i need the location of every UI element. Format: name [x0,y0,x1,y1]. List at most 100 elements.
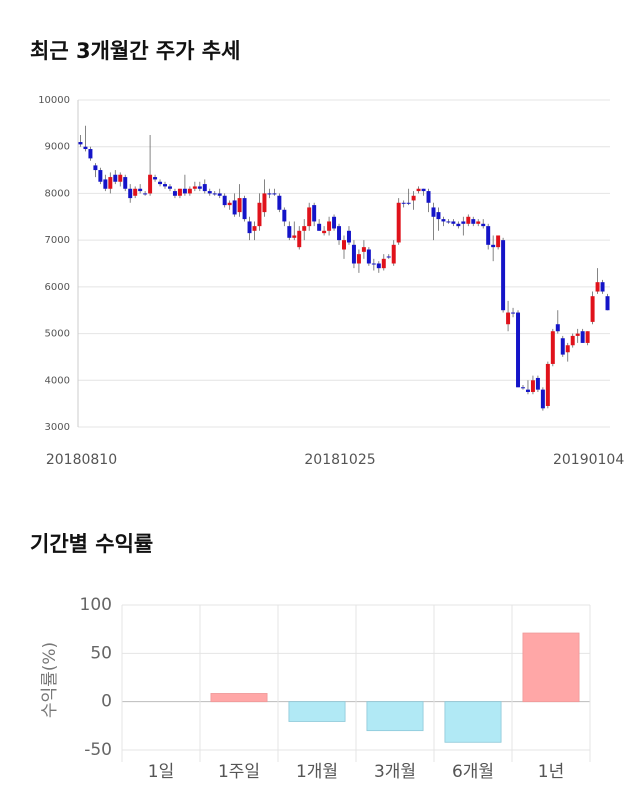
candle-body [516,312,521,388]
candle-body [511,312,516,314]
candle-body [351,244,356,264]
candle-body [346,230,351,243]
y-tick-label: 50 [90,643,112,663]
candle-body [128,188,133,199]
candle-body [560,338,565,355]
candle-body [356,254,361,264]
candle-body [93,165,98,171]
candle-body [461,221,466,224]
candle-body [272,193,277,195]
x-tick-label: 6개월 [452,762,494,782]
candle-body [182,188,187,194]
x-tick-label: 1일 [148,762,174,782]
candle-body [108,177,113,189]
candle-body [525,389,530,392]
candle-body [421,188,426,192]
candle-body [342,240,346,250]
candle-body [207,191,212,194]
candle-body [327,221,332,231]
candle-body [242,198,247,220]
x-tick-label: 20190104 [553,452,624,468]
candle-body [411,195,416,201]
y-tick-label: 9000 [45,142,70,153]
candle-body [426,191,431,203]
bar [522,632,580,703]
candle-body [501,240,506,311]
candle-body [123,177,128,189]
candle-body [555,324,560,332]
candle-body [337,226,342,241]
candle-body [406,202,411,204]
x-tick-label: 20180810 [46,452,117,468]
candle-body [361,247,366,252]
candle-body [381,258,386,269]
candle-body [376,263,381,269]
candle-body [282,209,287,222]
candle-body [167,186,172,189]
y-tick-label: 7000 [45,235,70,246]
candle-body [481,223,486,227]
candle-body [590,296,595,322]
candle-body [267,193,272,195]
y-tick-label: -50 [84,740,112,760]
candle-body [441,219,446,222]
candle-body [466,216,471,224]
candle-body [297,230,302,248]
bar [366,701,424,732]
candle-body [103,179,108,189]
candle-body [476,221,481,224]
candle-body [217,193,222,196]
candle-body [570,335,575,346]
candle-body [506,312,511,325]
y-tick-label: 0 [101,692,112,712]
candle-body [158,181,163,185]
candle-body [332,216,337,229]
candle-body [401,202,406,204]
bar [210,693,268,703]
candle-body [545,363,550,406]
candle-body [153,177,158,180]
candle-body [172,191,177,196]
candle-body [292,235,297,238]
candle-body [416,188,421,192]
candle-body [307,207,312,227]
x-tick-label: 1년 [538,762,564,782]
y-tick-label: 4000 [45,375,70,386]
candle-body [163,184,167,187]
chart-title: 기간별 수익률 [30,532,153,556]
candle-body [78,142,83,145]
candle-body [138,188,143,192]
y-axis-label: 수익률(%) [40,642,60,718]
candle-body [371,263,376,265]
candle-body [565,345,570,353]
candle-body [446,221,451,223]
x-tick-label: 1주일 [218,762,260,782]
candle-body [535,377,540,390]
candle-body [202,184,207,192]
candle-body [118,174,123,182]
x-tick-label: 20181025 [304,452,375,468]
candle-body [252,226,257,231]
candle-body [227,202,232,206]
candle-body [192,186,197,189]
candle-body [143,193,148,195]
candle-body [98,170,103,182]
candle-body [540,389,545,409]
candle-body [486,226,491,245]
candle-body [148,174,153,194]
candle-body [595,282,600,292]
candle-body [451,221,456,224]
candle-body [133,188,138,196]
candle-body [496,235,501,248]
candle-body [187,188,192,194]
candle-body [386,256,391,258]
candle-body [580,331,585,343]
candle-body [302,226,307,231]
candle-body [391,244,396,264]
candle-body [431,207,436,217]
candle-body [287,226,292,238]
candle-body [530,380,535,392]
candle-body [605,296,610,311]
y-tick-label: 10000 [38,95,70,106]
